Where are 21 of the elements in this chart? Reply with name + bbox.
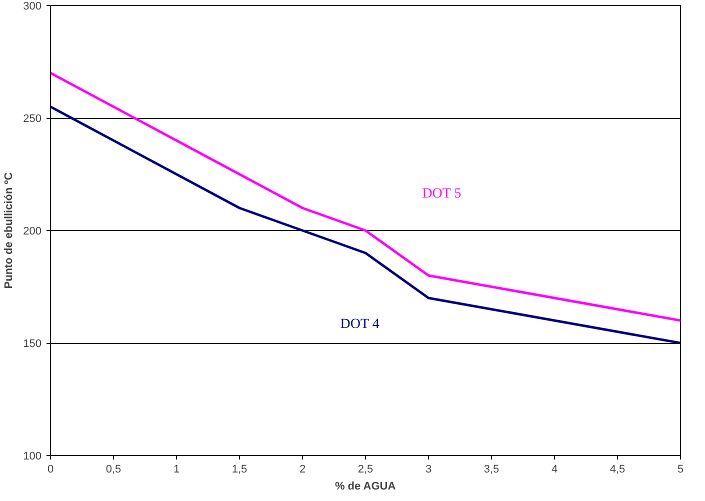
x-tick-label: 2 [299, 464, 306, 476]
x-tick-label: 0,5 [106, 464, 122, 476]
x-tick-label: 5 [677, 464, 684, 476]
y-tick-label: 250 [23, 113, 42, 125]
x-tick-label: 0 [47, 464, 54, 476]
x-axis-title: % de AGUA [334, 480, 396, 492]
y-axis-title: Punto de ebullición ºC [3, 172, 16, 289]
y-tick-label: 150 [23, 338, 42, 350]
x-tick-label: 1,5 [232, 464, 248, 476]
x-tick-label: 4,5 [610, 464, 626, 476]
y-tick-label: 200 [23, 226, 42, 238]
y-tick-label: 100 [23, 450, 42, 462]
text: DOT 5 [422, 186, 462, 202]
x-tick-label: 4 [551, 464, 558, 476]
text: DOT 4 [340, 316, 380, 332]
x-tick-label: 1 [173, 464, 180, 476]
x-tick-label: 3,5 [484, 464, 500, 476]
x-tick-label: 3 [425, 464, 432, 476]
y-tick-label: 300 [23, 0, 42, 12]
x-tick-label: 2,5 [358, 464, 374, 476]
line-series [50, 106, 680, 344]
